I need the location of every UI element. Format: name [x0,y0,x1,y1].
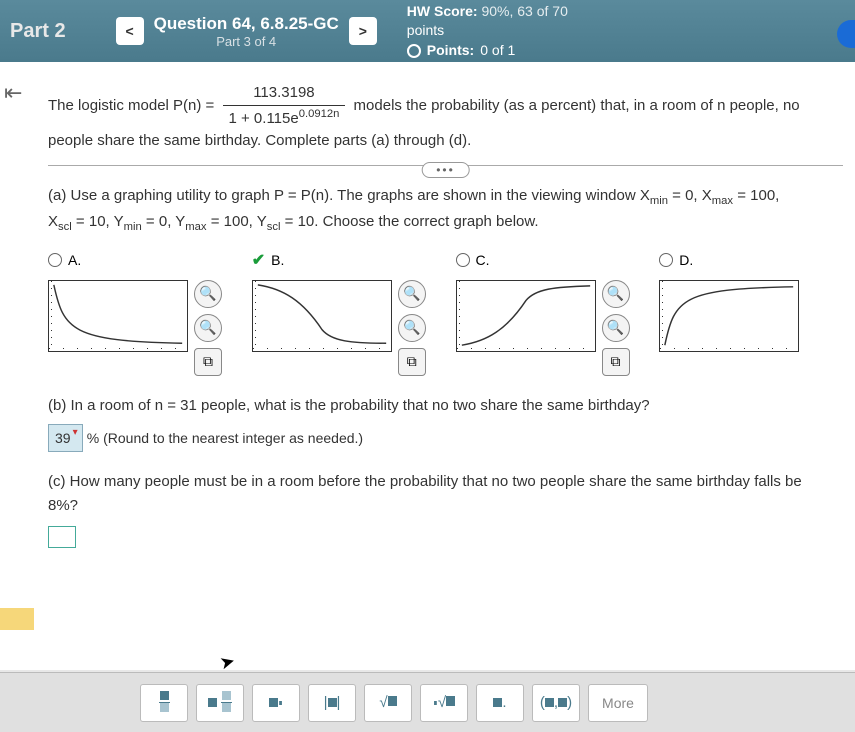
label-B: B. [271,252,284,268]
label-C: C. [476,252,490,268]
choice-C[interactable]: C. 🔍 🔍 ⧉ [456,250,640,376]
fraction-numerator: 113.3198 [223,82,346,106]
check-icon: ✔ [252,250,265,270]
zoom-out-icon[interactable]: 🔍 [194,314,222,342]
label-A: A. [68,252,81,268]
content-area: ⇤ The logistic model P(n) = 113.3198 1 +… [0,62,855,670]
question-title-block: Question 64, 6.8.25-GC Part 3 of 4 [154,14,339,49]
problem-line2: people share the same birthday. Complete… [48,130,843,153]
problem-lead: The logistic model P(n) = [48,97,214,114]
part-label: Part 2 [10,20,66,43]
choice-row: A. 🔍 🔍 ⧉ ✔ B. 🔍 🔍 [48,250,843,376]
math-toolbar: ∎ || √ ∎√ . (,) More [0,672,855,732]
zoom-in-icon[interactable]: 🔍 [398,280,426,308]
part-c-text: (c) How many people must be in a room be… [48,470,843,494]
graph-A [48,280,188,352]
side-pill-button[interactable] [837,20,855,48]
back-arrow-icon[interactable]: ⇤ [4,80,22,106]
points-value: 0 of 1 [480,41,515,61]
choice-D[interactable]: D. [659,250,843,352]
score-block: HW Score: 90%, 63 of 70 points Points: 0… [407,2,568,61]
question-subtitle: Part 3 of 4 [154,34,339,49]
answer-b-input[interactable]: 39▾ [48,424,83,452]
part-b-suffix: % (Round to the nearest integer as neede… [87,430,363,446]
part-b-text: (b) In a room of n = 31 people, what is … [48,394,843,418]
zoom-out-icon[interactable]: 🔍 [602,314,630,342]
points-circle-icon [407,44,421,58]
tool-decimal[interactable]: . [476,684,524,722]
topbar: Part 2 < Question 64, 6.8.25-GC Part 3 o… [0,0,855,62]
part-c-text2: 8%? [48,494,843,518]
popout-icon[interactable]: ⧉ [602,348,630,376]
popout-icon[interactable]: ⧉ [194,348,222,376]
radio-D[interactable] [659,253,673,267]
next-button[interactable]: > [349,17,377,45]
radio-C[interactable] [456,253,470,267]
tool-fraction[interactable] [140,684,188,722]
fraction-denominator: 1 + 0.115e0.0912n [223,106,346,131]
graph-C [456,280,596,352]
hw-score-value: 90%, 63 of 70 [481,3,567,19]
expand-pill[interactable]: ••• [421,162,470,178]
points-label: Points: [427,41,474,61]
label-D: D. [679,252,693,268]
radio-A[interactable] [48,253,62,267]
hw-score-label: HW Score: [407,3,478,19]
popout-icon[interactable]: ⧉ [398,348,426,376]
graph-B [252,280,392,352]
tool-ordered-pair[interactable]: (,) [532,684,580,722]
part-c: (c) How many people must be in a room be… [48,470,843,556]
points-unit: points [407,21,568,41]
tool-abs[interactable]: || [308,684,356,722]
zoom-in-icon[interactable]: 🔍 [194,280,222,308]
zoom-out-icon[interactable]: 🔍 [398,314,426,342]
question-title: Question 64, 6.8.25-GC [154,14,339,34]
tool-mixed[interactable] [196,684,244,722]
tool-exponent[interactable]: ∎ [252,684,300,722]
choice-B[interactable]: ✔ B. 🔍 🔍 ⧉ [252,250,436,376]
prev-button[interactable]: < [116,17,144,45]
choice-A[interactable]: A. 🔍 🔍 ⧉ [48,250,232,376]
cursor-icon: ➤ [218,650,238,670]
graph-D [659,280,799,352]
highlight-bar [0,608,34,630]
part-b: (b) In a room of n = 31 people, what is … [48,394,843,452]
tool-more[interactable]: More [588,684,648,722]
fraction: 113.3198 1 + 0.115e0.0912n [223,82,346,130]
tool-nroot[interactable]: ∎√ [420,684,468,722]
tool-sqrt[interactable]: √ [364,684,412,722]
zoom-in-icon[interactable]: 🔍 [602,280,630,308]
part-a: (a) Use a graphing utility to graph P = … [48,184,843,236]
problem-tail: models the probability (as a percent) th… [354,97,800,114]
problem-statement: The logistic model P(n) = 113.3198 1 + 0… [48,82,843,153]
answer-c-input[interactable] [48,526,76,548]
